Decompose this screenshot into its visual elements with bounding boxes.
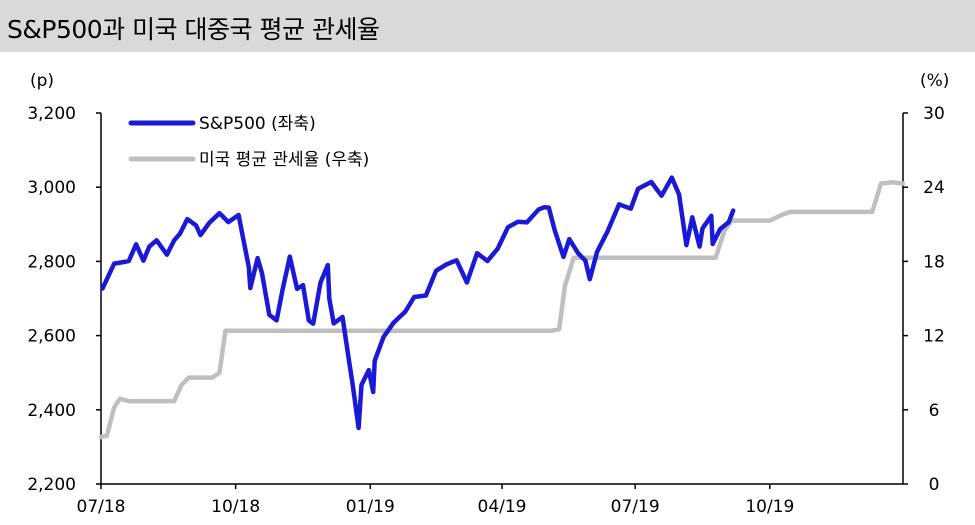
y-left-tick-label: 2,600 [27, 327, 76, 347]
y-right-tick-label: 30 [923, 104, 945, 124]
y-right-tick-label: 0 [929, 475, 940, 495]
x-tick-label: 07/18 [77, 497, 126, 517]
legend: S&P500 (좌축) 미국 평균 관세율 (우축) [128, 114, 369, 170]
x-tick-label: 10/19 [745, 497, 794, 517]
chart-title: S&P500과 미국 대중국 평균 관세율 [7, 15, 380, 44]
y-left-tick-label: 3,200 [27, 104, 76, 124]
x-tick-label: 07/19 [611, 497, 660, 517]
left-unit-label: (p) [30, 71, 54, 91]
title-bar: S&P500과 미국 대중국 평균 관세율 [0, 0, 975, 52]
y-left-tick-label: 2,200 [27, 475, 76, 495]
legend-tariff-label: 미국 평균 관세율 (우축) [199, 150, 369, 170]
series-layer [98, 175, 906, 440]
y-right-tick-label: 24 [923, 178, 945, 198]
y-left-tick-label: 3,000 [27, 178, 76, 198]
chart-area: (p) (%) 3,200 3,000 2,800 2,600 2,400 2,200 30 24… [27, 71, 949, 517]
y-left-tick-label: 2,800 [27, 252, 76, 272]
sp500-line [100, 175, 736, 431]
legend-sp500-label: S&P500 (좌축) [199, 114, 316, 134]
y-left-tick-label: 2,400 [27, 401, 76, 421]
x-tick-label: 04/19 [478, 497, 527, 517]
tariff-rate-line [98, 180, 906, 440]
y-right-tick-label: 18 [923, 252, 945, 272]
y-right-tick-label: 12 [923, 327, 945, 347]
y-right-tick-label: 6 [929, 401, 940, 421]
right-unit-label: (%) [920, 71, 949, 91]
x-tick-label: 01/19 [346, 497, 395, 517]
axes: (p) (%) 3,200 3,000 2,800 2,600 2,400 2,200 30 24… [27, 71, 949, 517]
x-tick-label: 10/18 [211, 497, 260, 517]
